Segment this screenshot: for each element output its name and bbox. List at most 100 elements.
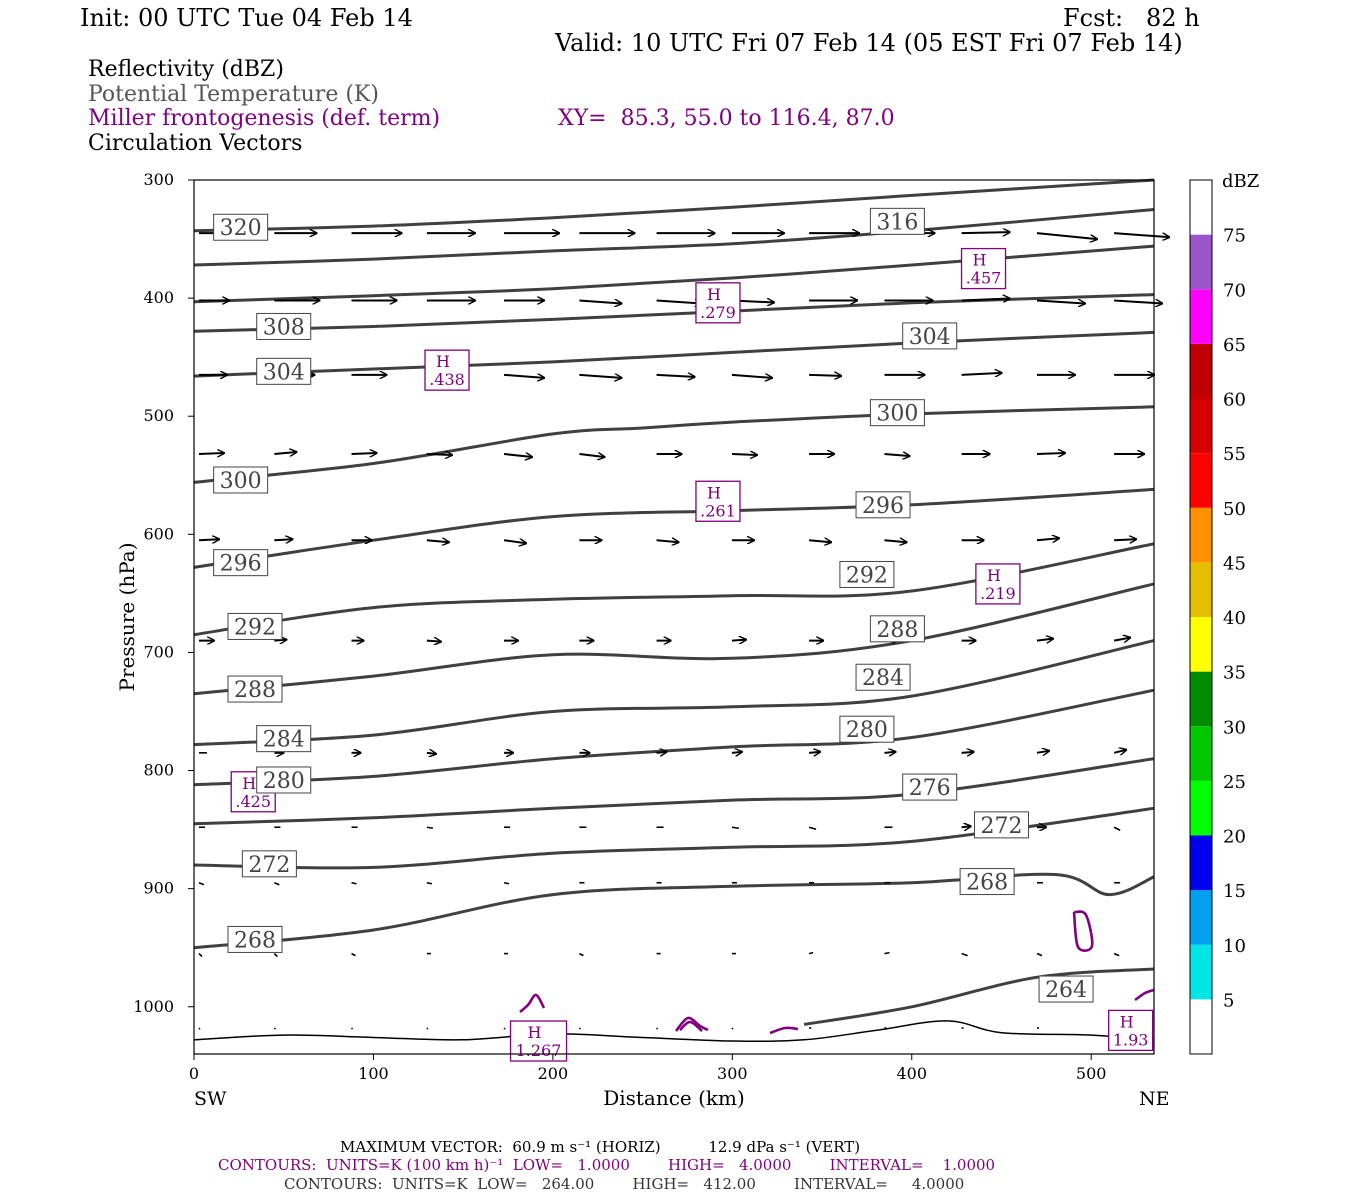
isentrope-label: 304	[902, 322, 958, 350]
circulation-vector	[1036, 232, 1097, 239]
fronto-max-frame	[424, 349, 470, 391]
circulation-vector	[656, 752, 667, 753]
fronto-max-box: H.219	[975, 563, 1021, 605]
isentrope-label: 264	[1038, 975, 1094, 1003]
colorbar-tick-label: 50	[1223, 499, 1246, 520]
colorbar-tick-label: 15	[1223, 881, 1246, 902]
circulation-vector	[198, 453, 224, 454]
circulation-vector	[351, 453, 377, 454]
colorbar-bin	[1190, 234, 1212, 290]
isentrope-316	[193, 208, 1155, 267]
y-tick-label: 400	[143, 288, 174, 307]
fronto-contour	[1072, 910, 1094, 952]
circulation-vector	[808, 826, 817, 831]
colorbar-tick-label: 45	[1223, 553, 1246, 574]
circulation-vector	[961, 298, 1010, 300]
fronto-max-box: H1.93	[1108, 1009, 1154, 1052]
isentrope-label: 272	[973, 811, 1029, 839]
fronto-contour	[519, 993, 546, 1013]
init-time: Init: 00 UTC Tue 04 Feb 14	[80, 4, 413, 32]
fronto-max-value: .219	[980, 584, 1016, 603]
colorbar-tick-label: 75	[1223, 226, 1246, 247]
colorbar-bin	[1190, 562, 1212, 617]
isentrope-label: 268	[959, 868, 1015, 896]
isentrope-label-box	[855, 663, 911, 691]
fronto-max-frame	[1108, 1009, 1154, 1052]
circulation-vector	[1114, 232, 1169, 237]
isentrope-label-box	[839, 560, 895, 588]
circulation-vector	[809, 375, 841, 376]
isentrope-308	[193, 293, 1155, 333]
isentrope-label-text: 304	[263, 360, 305, 385]
circulation-vector	[426, 641, 441, 642]
isentrope-label: 292	[227, 612, 283, 640]
x-endpoint-sw: SW	[194, 1088, 227, 1110]
circulation-vector	[731, 1027, 734, 1030]
fronto-max-value: .261	[700, 501, 736, 520]
colorbar-bin	[1190, 343, 1212, 399]
circulation-vector	[273, 953, 278, 958]
circulation-vector	[1036, 538, 1059, 540]
colorbar-tick-label: 30	[1223, 717, 1246, 738]
isentrope-label-text: 296	[220, 552, 262, 577]
circulation-vector	[656, 375, 695, 377]
isentrope-label-text: 292	[234, 615, 276, 640]
circulation-vector	[274, 452, 296, 454]
circulation-vector	[884, 454, 909, 456]
colorbar-tick-label: 70	[1223, 280, 1246, 301]
isentrope-320	[193, 178, 1155, 233]
colorbar-bin	[1190, 617, 1212, 672]
isentrope-label: 320	[213, 213, 269, 241]
x-endpoint-ne: NE	[1139, 1088, 1170, 1110]
fronto-contour	[679, 1020, 703, 1033]
circulation-vector	[579, 952, 584, 957]
colorbar-bin	[1190, 180, 1212, 235]
isentrope-label-text: 292	[846, 563, 888, 588]
isentrope-label-text: 268	[966, 871, 1008, 896]
circulation-vector	[808, 951, 814, 955]
isentrope-label-text: 308	[263, 315, 305, 340]
isentrope-276	[193, 757, 1155, 826]
isentrope-label-text: 276	[909, 776, 951, 801]
isentrope-280	[193, 688, 1155, 787]
circulation-vector	[579, 300, 621, 303]
field-frontogenesis: Miller frontogenesis (def. term)	[88, 106, 441, 131]
x-tick-label: 500	[1076, 1064, 1107, 1083]
fronto-max-label: H	[987, 566, 1001, 585]
fronto-contour-info: CONTOURS: UNITS=K (100 km h)⁻¹ LOW= 1.00…	[218, 1156, 996, 1174]
circulation-vector	[656, 1027, 659, 1030]
isentrope-label-box	[869, 207, 925, 235]
isentrope-label-text: 272	[980, 814, 1022, 839]
isentrope-300	[193, 405, 1155, 484]
isentrope-label: 296	[855, 491, 911, 519]
circulation-vector	[961, 952, 968, 957]
isentrope-label-text: 264	[1045, 978, 1087, 1003]
fronto-max-box: H.261	[695, 480, 741, 522]
fronto-max-value: .425	[235, 792, 271, 811]
fronto-max-label: H	[436, 352, 450, 371]
cross-section-endpoints: XY= 85.3, 55.0 to 116.4, 87.0	[558, 106, 895, 131]
colorbar-bin	[1190, 999, 1212, 1054]
isentrope-284	[193, 639, 1155, 747]
colorbar-tick-label: 35	[1223, 663, 1246, 684]
plot-frame	[193, 179, 1155, 1055]
y-tick-label: 600	[143, 524, 174, 543]
circulation-vector	[426, 753, 436, 754]
colorbar-tick-label: 25	[1223, 772, 1246, 793]
isentrope-label: 288	[227, 675, 283, 703]
circulation-vector	[274, 539, 292, 540]
circulation-vector	[426, 454, 452, 455]
circulation-vector	[731, 752, 742, 753]
isentrope-label-box	[869, 399, 925, 427]
circulation-vector	[1036, 453, 1065, 454]
theta-contour-info: CONTOURS: UNITS=K LOW= 264.00 HIGH= 412.…	[284, 1175, 965, 1193]
circulation-vector	[350, 1027, 354, 1030]
fronto-max-label: H	[707, 483, 721, 502]
fronto-max-frame	[695, 480, 741, 522]
isentrope-label-text: 280	[263, 769, 305, 794]
colorbar-bin	[1190, 780, 1212, 836]
terrain-line	[193, 1020, 1155, 1043]
circulation-vector	[884, 540, 906, 542]
circulation-vector	[656, 540, 679, 542]
isentrope-304	[193, 330, 1155, 378]
